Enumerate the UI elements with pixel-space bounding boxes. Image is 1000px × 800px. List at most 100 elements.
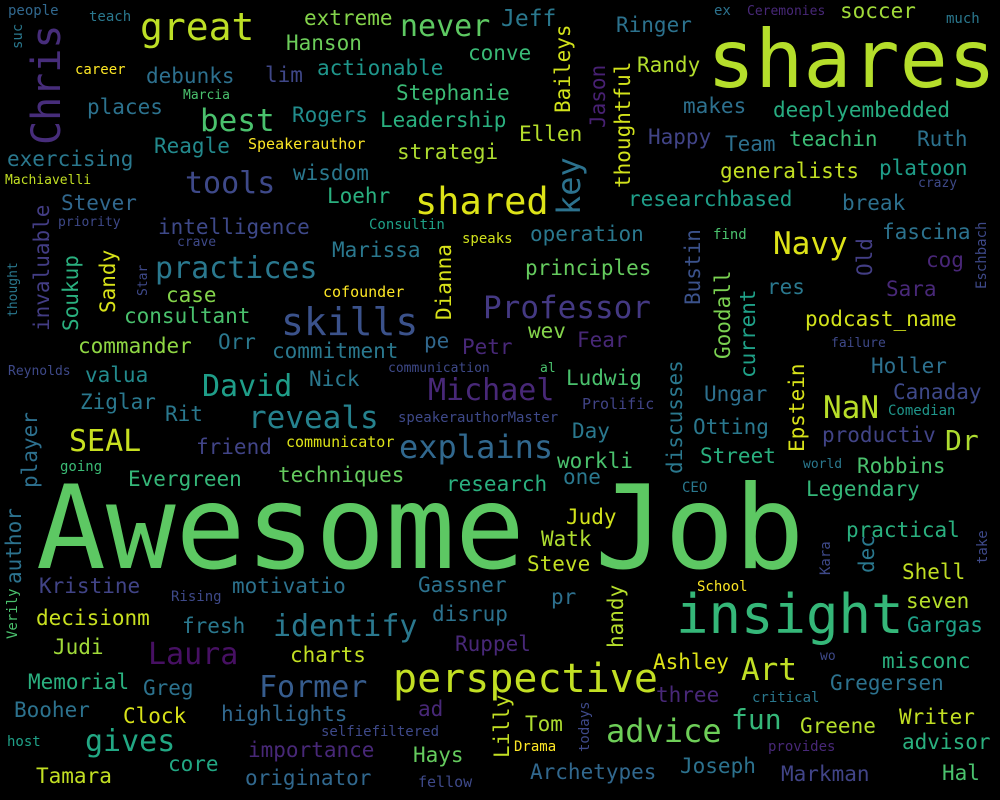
word: lim [265,63,303,87]
word: Watk [541,527,592,551]
word: thought [6,262,21,317]
word: much [946,11,980,27]
word: operation [530,222,644,246]
word: best [200,103,275,139]
word: Jeff [501,6,557,32]
word: Drama [514,739,557,755]
word: handy [604,584,628,648]
word: misconc [882,649,971,673]
word: Ashley [653,650,729,674]
word: Hays [413,743,464,767]
word: invaluable [30,204,54,331]
word: principles [525,256,652,280]
word: Joseph [680,754,756,778]
word: reveals [248,400,379,436]
word: ex [714,3,731,19]
word: pr [551,585,577,609]
word: makes [683,94,747,118]
word: Sandy [96,249,120,313]
word: Star [136,264,151,296]
word: cog [926,248,964,272]
word: Canaday [893,380,982,404]
word: gives [85,724,176,759]
word: seven [906,589,970,613]
word: speaks [462,231,513,247]
word: res [767,275,805,299]
word: NaN [823,390,879,426]
word: advice [606,712,722,750]
word: originator [245,766,372,790]
word: critical [752,690,820,706]
word: Sara [886,277,937,301]
word: Ziglar [80,390,156,414]
word: disrup [432,602,508,626]
word: platoon [879,156,968,180]
word: speakerauthorMaster [398,410,559,426]
word: Consultin [369,217,445,233]
word: never [400,9,491,44]
word: Ludwig [566,366,642,390]
word: player [18,412,42,488]
word: Michael [428,373,555,408]
word: shares [707,13,996,106]
word: fresh [182,614,246,638]
word: skills [281,300,419,344]
word: valua [85,363,149,387]
word: Street [700,444,776,468]
word: Greg [143,676,194,700]
word: discusses [663,360,687,474]
word: identify [273,609,418,644]
word: Loehr [327,184,391,208]
word: ad [418,697,444,721]
word: Otting [693,415,769,439]
word: podcast_name [805,307,957,331]
word: crave [177,235,217,250]
word: highlights [221,702,348,726]
word: Memorial [28,670,130,694]
word: Marcia [183,88,230,103]
word: Professor [483,290,651,326]
word: break [842,191,906,215]
word: going [60,459,103,475]
word: importance [248,738,375,762]
word: insight [676,583,904,646]
word: commitment [272,339,399,363]
word: Orr [218,330,256,354]
word: pe [424,329,450,353]
word: advisor [902,730,991,754]
word: Ruth [917,127,968,151]
word: research [446,472,548,496]
word: current [736,289,760,378]
word: productiv [822,423,936,447]
word: wev [528,319,566,343]
word: wisdom [293,161,369,185]
word: Evergreen [128,467,242,491]
word: Gassner [418,573,507,597]
word: selfiefiltered [321,724,440,740]
word: key [550,157,588,215]
word: Baileys [551,24,575,113]
word: three [656,683,720,707]
word: Team [725,132,776,156]
word: Art [741,652,797,688]
word: Dianna [432,244,456,320]
word: dec [855,535,879,573]
word: techniques [278,463,405,487]
word: exercising [7,147,134,171]
word: places [87,95,163,119]
word: failure [831,336,886,351]
word: Leadership [380,108,507,132]
word: author [2,508,26,584]
word: Stever [61,191,137,215]
word: case [166,283,217,307]
word: Holler [871,354,947,378]
word: Clock [123,704,187,728]
word: Randy [637,53,701,77]
word: commander [78,334,192,358]
word: School [697,579,748,595]
word: communicator [286,433,395,451]
word: todays [577,701,593,752]
word: charts [290,643,366,667]
word: Petr [462,335,513,359]
word: Prolific [582,395,655,413]
